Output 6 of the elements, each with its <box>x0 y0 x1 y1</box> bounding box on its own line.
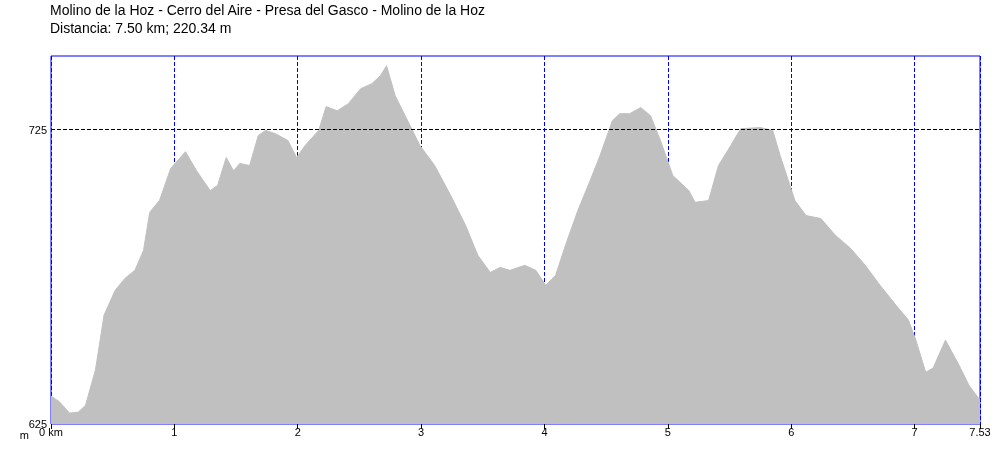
y-axis-title: m <box>19 428 29 441</box>
x-tick-label: 7.53 <box>969 425 991 438</box>
x-tick-label: 4 <box>541 425 548 438</box>
y-tick-label: 725 <box>28 123 47 136</box>
chart-subtitle: Distancia: 7.50 km; 220.34 m <box>50 19 233 37</box>
chart-title: Molino de la Hoz - Cerro del Aire - Presa del Gasco - Molino de la Hoz <box>50 1 485 19</box>
